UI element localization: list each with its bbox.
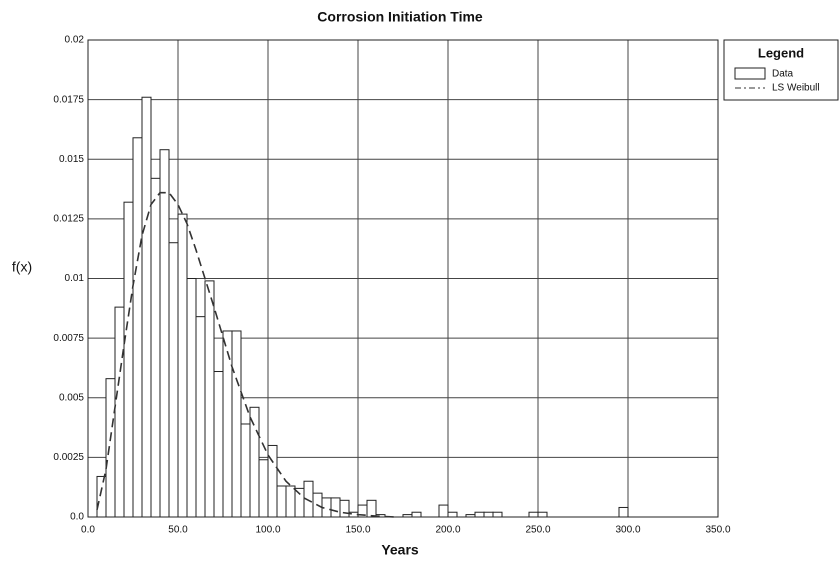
y-tick-label: 0.0025 xyxy=(53,452,84,463)
legend-label: LS Weibull xyxy=(772,83,820,94)
x-tick-label: 250.0 xyxy=(525,525,550,536)
bar xyxy=(258,459,269,518)
x-axis-label: Years xyxy=(381,542,419,558)
bar xyxy=(330,497,341,518)
bar xyxy=(285,485,296,518)
legend-title: Legend xyxy=(758,45,804,60)
bar xyxy=(168,242,179,518)
x-tick-label: 100.0 xyxy=(255,525,280,536)
bar xyxy=(537,511,548,518)
bar xyxy=(132,137,143,518)
bar xyxy=(492,511,503,518)
y-tick-label: 0.01 xyxy=(65,273,85,284)
x-tick-label: 150.0 xyxy=(345,525,370,536)
bar xyxy=(267,444,278,518)
bar xyxy=(474,511,485,518)
bar xyxy=(339,499,350,518)
bar xyxy=(195,316,206,518)
bar xyxy=(141,96,152,518)
bar xyxy=(123,201,134,518)
bar xyxy=(159,149,170,518)
x-tick-label: 300.0 xyxy=(615,525,640,536)
y-axis-label: f(x) xyxy=(12,259,32,275)
bar xyxy=(483,511,494,518)
x-tick-label: 50.0 xyxy=(168,525,188,536)
y-tick-label: 0.005 xyxy=(59,392,84,403)
bar xyxy=(186,278,197,518)
y-tick-label: 0.0 xyxy=(70,512,84,523)
bar xyxy=(465,514,476,518)
x-tick-label: 350.0 xyxy=(705,525,730,536)
bar xyxy=(96,475,107,518)
x-tick-label: 0.0 xyxy=(81,525,95,536)
y-tick-label: 0.0175 xyxy=(53,94,84,105)
y-tick-label: 0.0075 xyxy=(53,333,84,344)
bar xyxy=(438,504,449,518)
bar xyxy=(204,280,215,518)
bar xyxy=(114,306,125,518)
bar xyxy=(411,511,422,518)
y-tick-label: 0.0125 xyxy=(53,214,84,225)
bar xyxy=(528,511,539,518)
bar xyxy=(618,506,629,518)
bar xyxy=(150,177,161,518)
bar xyxy=(276,485,287,518)
chart-title: Corrosion Initiation Time xyxy=(317,9,483,25)
legend-swatch xyxy=(734,67,766,80)
y-tick-label: 0.02 xyxy=(65,35,85,46)
bar xyxy=(231,330,242,518)
y-tick-label: 0.015 xyxy=(59,154,84,165)
bar xyxy=(249,406,260,518)
bar xyxy=(213,371,224,518)
bar xyxy=(447,511,458,518)
bar xyxy=(222,330,233,518)
legend-label: Data xyxy=(772,69,794,80)
bar xyxy=(402,514,413,518)
fit-line xyxy=(96,191,395,518)
bar xyxy=(240,423,251,518)
bar xyxy=(105,378,116,518)
bar xyxy=(177,213,188,518)
x-tick-label: 200.0 xyxy=(435,525,460,536)
bar xyxy=(366,499,377,518)
